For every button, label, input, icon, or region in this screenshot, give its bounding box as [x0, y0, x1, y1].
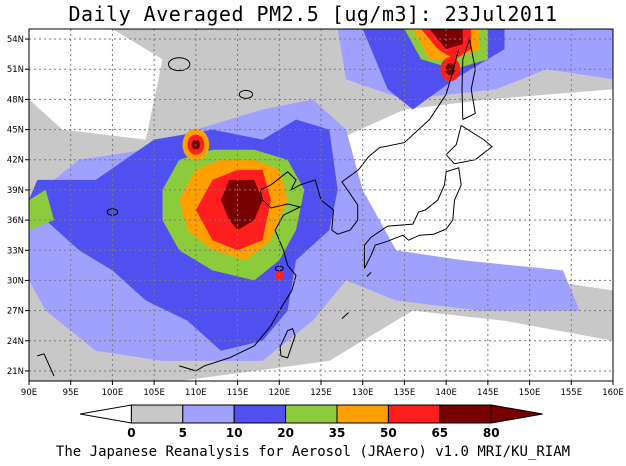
lon-tick-label: 115E [227, 388, 249, 398]
colorbar-swatch [130, 404, 184, 424]
colorbar-swatch [336, 404, 389, 424]
lon-tick-label: 120E [268, 388, 290, 398]
lat-tick-label: 39N [7, 186, 24, 196]
lake-outline [238, 89, 254, 99]
colorbar-level-label: 65 [431, 426, 448, 440]
colorbar-level-label: 50 [380, 426, 397, 440]
lon-tick-label: 125E [310, 388, 332, 398]
coastline-segment [37, 353, 55, 377]
colorbar-swatch [233, 404, 287, 424]
lon-tick-label: 100E [102, 388, 124, 398]
coastline-segment [179, 48, 460, 372]
colorbar-swatch [285, 404, 338, 424]
colorbar-level-label: 20 [277, 426, 294, 440]
lon-tick-label: 130E [352, 388, 374, 398]
colorbar-level-label: 80 [483, 426, 500, 440]
coastline [37, 37, 493, 381]
colorbar-swatch [387, 404, 441, 424]
lat-tick-label: 30N [7, 276, 24, 286]
lon-tick-label: 135E [394, 388, 416, 398]
lon-tick-label: 150E [519, 388, 541, 398]
colorbar-max-arrow [490, 404, 543, 424]
gridlines [29, 29, 613, 381]
lat-tick-label: 36N [7, 216, 24, 226]
colorbar-level-label: 5 [179, 426, 187, 440]
coastline-segment [366, 272, 372, 277]
coastline-segment [341, 312, 349, 319]
colorbar-min-arrow [79, 404, 132, 424]
latitude-axis: 54N 51N 48N 45N 42N 39N 36N 33N 30N 27N 24N 21N [7, 35, 29, 377]
lon-tick-label: 140E [435, 388, 457, 398]
lon-tick-label: 105E [143, 388, 165, 398]
lat-tick-label: 45N [7, 126, 24, 136]
coastline-segment [445, 124, 493, 165]
pm25-band-over-80 [220, 179, 263, 231]
coastline-segment [279, 328, 296, 359]
lat-tick-label: 21N [7, 367, 24, 377]
colorbar-swatch [182, 404, 235, 424]
lon-tick-label: 110E [185, 388, 207, 398]
colorbar-level-label: 10 [226, 426, 243, 440]
lat-tick-label: 27N [7, 307, 24, 317]
longitude-axis: 90E 95E 100E 105E 110E 115E 120E 125E 130E 135E 14… [21, 381, 624, 398]
lon-tick-label: 155E [560, 388, 582, 398]
coastline-segment [461, 37, 476, 120]
lat-tick-label: 48N [7, 95, 24, 105]
lake-outline [167, 57, 191, 72]
map-title: Daily Averaged PM2.5 [ug/m3]: 23Jul2011 [68, 2, 558, 26]
colorbar-swatch [439, 404, 492, 424]
colorbar-level-label: 35 [329, 426, 346, 440]
lon-tick-label: 95E [63, 388, 79, 398]
credit-line: The Japanese Reanalysis for Aerosol (JRA… [55, 444, 571, 460]
pm25-band-5-10-west [29, 99, 146, 170]
lat-tick-label: 51N [7, 65, 24, 75]
colorbar-level-label: 0 [127, 426, 135, 440]
lat-tick-label: 24N [7, 337, 24, 347]
lat-tick-label: 33N [7, 246, 24, 256]
lat-tick-label: 54N [7, 35, 24, 45]
lon-tick-label: 160E [602, 388, 624, 398]
lon-tick-label: 145E [477, 388, 499, 398]
colorbar: 0 5 10 20 35 50 65 80 [79, 404, 543, 440]
lat-tick-label: 42N [7, 156, 24, 166]
lon-tick-label: 90E [21, 388, 37, 398]
